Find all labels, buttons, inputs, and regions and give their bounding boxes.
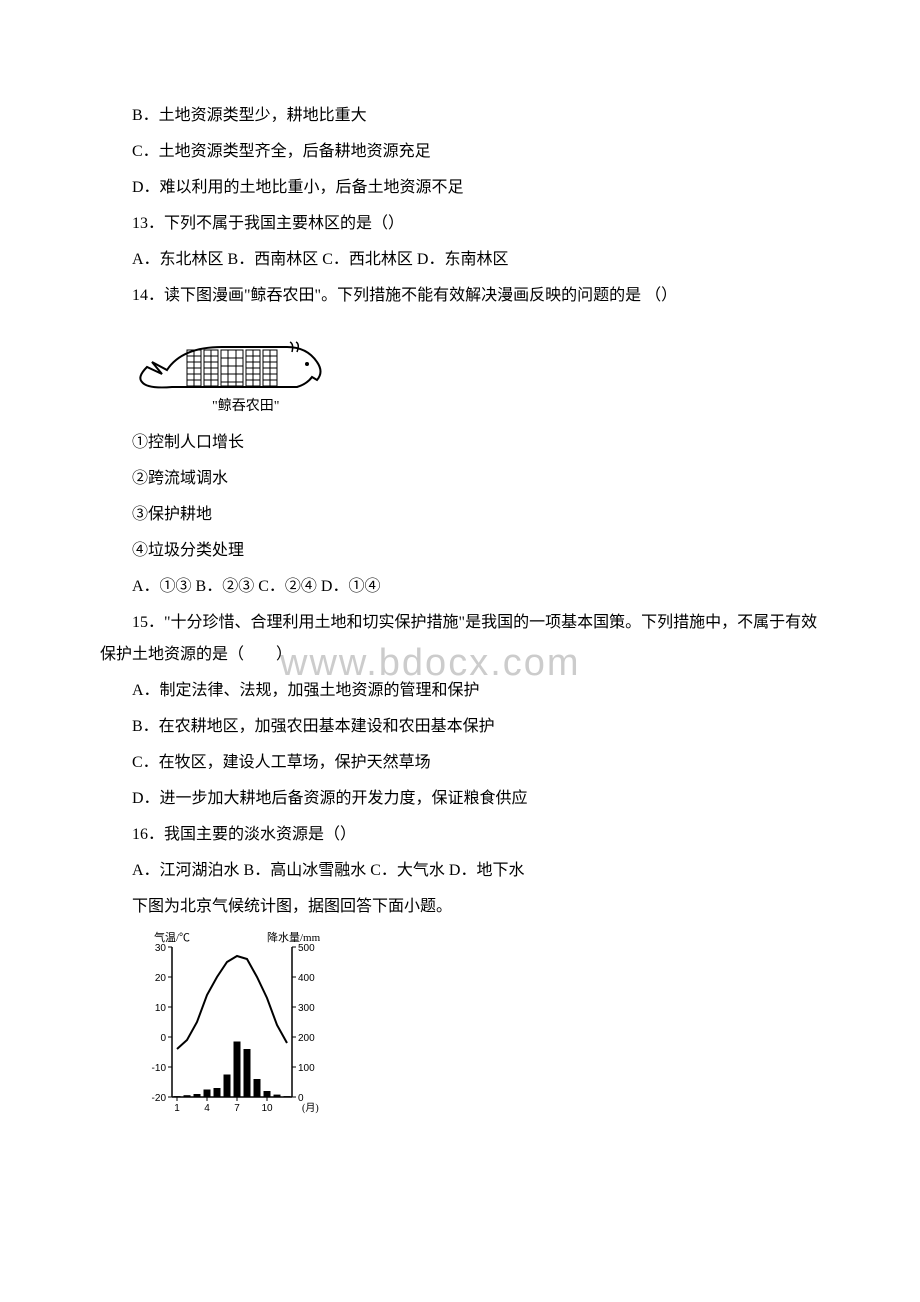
q14-item4: ④垃圾分类处理 xyxy=(100,535,820,567)
svg-text:400: 400 xyxy=(298,973,315,984)
q16-stem: 16．我国主要的淡水资源是（） xyxy=(100,819,820,851)
svg-text:1: 1 xyxy=(174,1103,180,1114)
svg-text:0: 0 xyxy=(160,1033,166,1044)
svg-text:100: 100 xyxy=(298,1063,315,1074)
climate-chart: -20-100102030010020030040050014710气温/℃降水… xyxy=(132,927,332,1117)
svg-text:4: 4 xyxy=(204,1103,210,1114)
q15-option-b: B．在农耕地区，加强农田基本建设和农田基本保护 xyxy=(100,711,820,743)
svg-text:7: 7 xyxy=(234,1103,240,1114)
q14-item2: ②跨流域调水 xyxy=(100,463,820,495)
q15-option-a: A．制定法律、法规，加强土地资源的管理和保护 xyxy=(100,675,820,707)
svg-text:30: 30 xyxy=(155,943,167,954)
q15-option-d: D．进一步加大耕地后备资源的开发力度，保证粮食供应 xyxy=(100,783,820,815)
svg-text:10: 10 xyxy=(261,1103,273,1114)
q14-item3: ③保护耕地 xyxy=(100,499,820,531)
whale-cartoon-svg: "鲸吞农田" xyxy=(132,322,332,417)
q15-option-c: C．在牧区，建设人工草场，保护天然草场 xyxy=(100,747,820,779)
q14-options: A．①③ B．②③ C．②④ D．①④ xyxy=(100,571,820,603)
q14-stem: 14．读下图漫画"鲸吞农田"。下列措施不能有效解决漫画反映的问题的是 （） xyxy=(100,280,820,312)
whale-caption: "鲸吞农田" xyxy=(212,398,279,414)
q15-stem: 15．"十分珍惜、合理利用土地和切实保护措施"是我国的一项基本国策。下列措施中，… xyxy=(100,607,820,671)
q12-option-c: C．土地资源类型齐全，后备耕地资源充足 xyxy=(100,136,820,168)
svg-text:20: 20 xyxy=(155,973,167,984)
q14-item1: ①控制人口增长 xyxy=(100,427,820,459)
svg-text:降水量/mm: 降水量/mm xyxy=(267,930,321,944)
q12-option-b: B．土地资源类型少，耕地比重大 xyxy=(100,100,820,132)
svg-text:(月): (月) xyxy=(302,1102,319,1114)
q13-options: A．东北林区 B．西南林区 C．西北林区 D．东南林区 xyxy=(100,244,820,276)
svg-text:气温/℃: 气温/℃ xyxy=(154,930,190,944)
chart-bg xyxy=(132,927,332,1117)
q13-stem: 13．下列不属于我国主要林区的是（） xyxy=(100,208,820,240)
q12-option-d: D．难以利用的土地比重小，后备土地资源不足 xyxy=(100,172,820,204)
whale-cartoon: "鲸吞农田" xyxy=(132,322,820,417)
svg-text:-10: -10 xyxy=(152,1063,167,1074)
svg-text:10: 10 xyxy=(155,1003,167,1014)
svg-text:-20: -20 xyxy=(152,1093,167,1104)
climate-intro: 下图为北京气候统计图，据图回答下面小题。 xyxy=(100,891,820,923)
svg-text:500: 500 xyxy=(298,943,315,954)
q16-options: A．江河湖泊水 B．高山冰雪融水 C．大气水 D．地下水 xyxy=(100,855,820,887)
svg-text:300: 300 xyxy=(298,1003,315,1014)
svg-text:200: 200 xyxy=(298,1033,315,1044)
